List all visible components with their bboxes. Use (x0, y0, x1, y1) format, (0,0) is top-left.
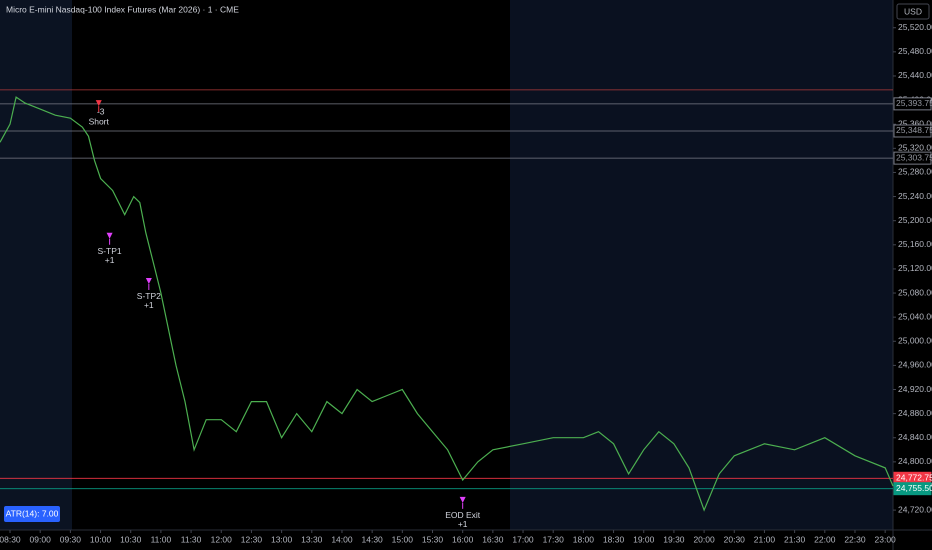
y-tick-label: 25,280.00 (898, 167, 932, 177)
currency-box (896, 3, 930, 20)
signal-qty: +1 (458, 519, 468, 529)
level-label: 25,348.75 (896, 125, 932, 135)
y-tick-label: 24,720.00 (898, 504, 932, 514)
y-tick-label: 24,840.00 (898, 432, 932, 442)
x-tick-label: 18:00 (573, 534, 595, 544)
x-tick-label: 09:00 (30, 534, 52, 544)
y-tick-label: 24,920.00 (898, 384, 932, 394)
level-tag (893, 97, 932, 111)
y-tick-label: 25,520.00 (898, 22, 932, 32)
indicator-label: ATR(14): 7.00 (6, 508, 59, 518)
level-label: 24,755.50 (896, 483, 932, 493)
level-tag (893, 151, 932, 165)
x-tick-label: 16:00 (452, 534, 474, 544)
x-tick-label: 11:00 (151, 534, 172, 544)
signal-label: EOD Exit (445, 510, 481, 520)
signal-qty: +1 (144, 300, 154, 310)
level-label: 25,393.75 (896, 98, 932, 108)
x-tick-label: 13:00 (271, 534, 293, 544)
x-tick-label: 14:00 (331, 534, 353, 544)
signal-label: S-TP2 (137, 291, 161, 301)
x-tick-label: 12:30 (241, 534, 263, 544)
x-tick-label: 10:30 (120, 534, 142, 544)
x-tick-label: 08:30 (0, 534, 21, 544)
signal-qty: -3 (97, 106, 105, 116)
x-tick-label: 22:00 (814, 534, 836, 544)
x-tick-label: 17:00 (512, 534, 534, 544)
y-tick-label: 25,440.00 (898, 70, 932, 80)
x-tick-label: 21:30 (784, 534, 806, 544)
signal-label: Short (89, 116, 110, 126)
y-tick-label: 25,160.00 (898, 239, 932, 249)
y-tick-label: 25,120.00 (898, 263, 932, 273)
x-tick-label: 09:30 (60, 534, 82, 544)
session-shade (510, 0, 893, 530)
x-tick-label: 22:30 (844, 534, 866, 544)
x-tick-label: 20:30 (724, 534, 746, 544)
x-tick-label: 23:00 (875, 534, 897, 544)
x-tick-label: 16:30 (482, 534, 504, 544)
x-tick-label: 19:30 (663, 534, 685, 544)
x-tick-label: 15:30 (422, 534, 444, 544)
x-tick-label: 11:30 (181, 534, 202, 544)
y-tick-label: 25,080.00 (898, 287, 932, 297)
y-tick-label: 25,360.00 (898, 118, 932, 128)
signal-marker (145, 277, 152, 284)
x-tick-label: 15:00 (392, 534, 414, 544)
x-tick-label: 13:30 (301, 534, 323, 544)
level-label: 25,303.75 (896, 152, 932, 162)
y-tick-label: 24,800.00 (898, 456, 932, 466)
session-shade (0, 0, 72, 530)
y-tick-label: 25,200.00 (898, 215, 932, 225)
y-tick-label: 25,040.00 (898, 311, 932, 321)
indicator-box (4, 506, 60, 522)
y-tick-label: 24,880.00 (898, 408, 932, 418)
x-tick-label: 19:00 (633, 534, 655, 544)
chart-title: Micro E-mini Nasdaq-100 Index Futures (M… (6, 4, 239, 14)
signal-qty: +1 (105, 255, 115, 265)
price-line (0, 96, 894, 512)
x-tick-label: 17:30 (543, 534, 565, 544)
x-tick-label: 12:00 (211, 534, 233, 544)
x-tick-label: 20:00 (693, 534, 715, 544)
currency: USD (904, 6, 922, 16)
y-tick-label: 24,960.00 (898, 360, 932, 370)
x-tick-label: 18:30 (603, 534, 625, 544)
y-tick-label: 25,320.00 (898, 143, 932, 153)
y-tick-label: 25,000.00 (898, 336, 932, 346)
signal-marker (459, 496, 466, 503)
y-tick-label: 25,480.00 (898, 46, 932, 56)
level-tag (893, 482, 932, 496)
level-label: 24,772.75 (896, 473, 932, 483)
signal-marker (95, 100, 102, 107)
level-tag (893, 124, 932, 138)
signal-label: S-TP1 (98, 246, 122, 256)
x-tick-label: 14:30 (362, 534, 384, 544)
signal-marker (106, 232, 113, 239)
x-tick-label: 10:00 (90, 534, 112, 544)
x-tick-label: 21:00 (754, 534, 776, 544)
y-tick-label: 25,240.00 (898, 191, 932, 201)
